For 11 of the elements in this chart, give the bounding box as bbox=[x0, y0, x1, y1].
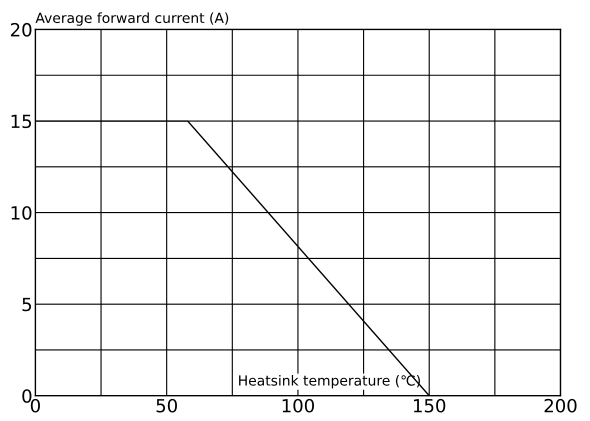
y-axis-title: Average forward current (A) bbox=[36, 12, 228, 26]
y-tick-label: 10 bbox=[12, 206, 32, 220]
x-tick-label: 150 bbox=[414, 398, 446, 412]
y-tick-label: 20 bbox=[10, 22, 32, 37]
y-tick-label: 5 bbox=[22, 298, 32, 312]
x-tick-label: 100 bbox=[282, 398, 314, 412]
y-tick-label: 0 bbox=[22, 389, 32, 403]
y-tick-label: 15 bbox=[12, 114, 32, 128]
x-tick-label: 0 bbox=[30, 398, 40, 412]
x-tick-label: 50 bbox=[156, 398, 177, 412]
x-tick-label: 200 bbox=[544, 398, 577, 412]
